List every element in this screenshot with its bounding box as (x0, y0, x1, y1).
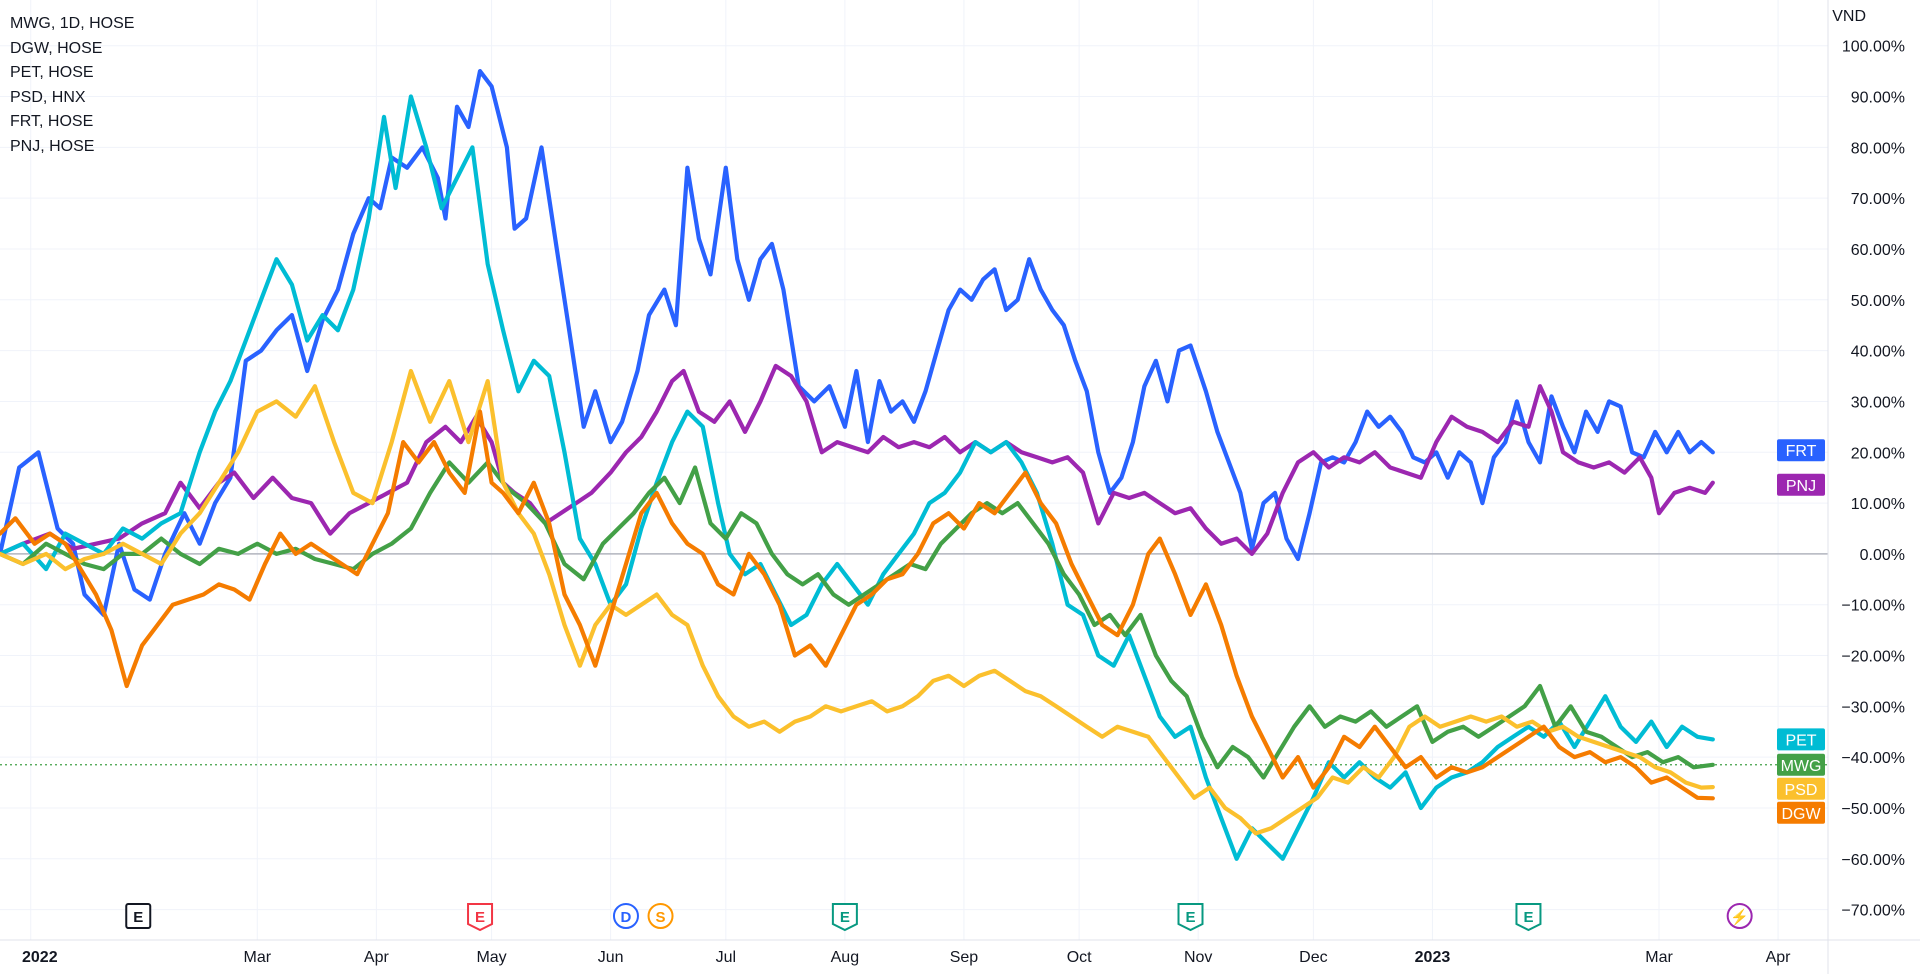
event-marker[interactable]: D (612, 903, 639, 929)
price-label-pnj: PNJ (1777, 473, 1825, 496)
event-marker-shape (647, 903, 674, 929)
event-marker[interactable]: E (467, 903, 494, 932)
series-line-pnj[interactable] (0, 363, 1715, 556)
y-tick-label: 0.00% (1860, 547, 1905, 564)
event-marker-glyph: E (840, 909, 850, 926)
chart-grid (0, 0, 1828, 940)
price-label-frt: FRT (1777, 439, 1825, 462)
event-marker-shape (125, 903, 152, 929)
event-markers[interactable]: E E D S E E E ⚡ (125, 903, 1753, 932)
y-tick-label: 50.00% (1851, 293, 1905, 310)
price-label-bg (1777, 777, 1825, 800)
series-line-psd[interactable] (0, 368, 1715, 836)
y-tick-label: 100.00% (1842, 39, 1905, 56)
y-tick-label: 40.00% (1851, 344, 1905, 361)
series-line-frt[interactable] (0, 69, 1715, 617)
x-tick-label: Nov (1184, 949, 1212, 966)
x-tick-label: Jun (598, 949, 624, 966)
x-tick-label: Mar (1645, 949, 1673, 966)
legend-item-dgw[interactable]: DGW, HOSE (10, 39, 103, 57)
plot-area[interactable] (0, 69, 1715, 861)
price-label-text: PSD (1785, 782, 1818, 799)
event-marker-glyph: E (1523, 909, 1533, 926)
y-tick-label: 60.00% (1851, 242, 1905, 259)
x-tick-label: May (476, 949, 506, 966)
legend-item-pnj[interactable]: PNJ, HOSE (10, 137, 95, 155)
y-tick-label: 20.00% (1851, 445, 1905, 462)
price-label-text: DGW (1781, 806, 1821, 823)
legend-item-psd[interactable]: PSD, HNX (10, 88, 86, 106)
price-label-bg (1777, 473, 1825, 496)
event-marker-glyph: S (656, 909, 666, 926)
event-marker-shape (467, 903, 494, 932)
currency-label: VND (1832, 8, 1866, 25)
y-tick-label: 30.00% (1851, 394, 1905, 411)
price-label-psd: PSD (1777, 777, 1825, 800)
event-marker-shape (831, 903, 858, 932)
price-label-bg (1777, 801, 1825, 824)
y-tick-label: −40.00% (1841, 750, 1905, 767)
price-label-text: PET (1785, 732, 1816, 749)
legend-item-frt[interactable]: FRT, HOSE (10, 113, 94, 130)
price-label-mwg: MWG (1777, 753, 1825, 776)
y-tick-label: 90.00% (1851, 90, 1905, 107)
y-tick-label: 80.00% (1851, 140, 1905, 157)
event-marker[interactable]: E (1515, 903, 1542, 932)
price-label-pet: PET (1777, 728, 1825, 751)
legend-item-pet[interactable]: PET, HOSE (10, 64, 94, 81)
y-tick-label: −10.00% (1841, 598, 1905, 615)
y-tick-label: −20.00% (1841, 649, 1905, 666)
price-label-dgw: DGW (1777, 801, 1825, 824)
series-line-mwg[interactable] (0, 460, 1715, 780)
x-tick-label: Aug (831, 949, 859, 966)
y-tick-label: −70.00% (1841, 903, 1905, 920)
x-tick-label: Apr (1766, 949, 1792, 966)
price-labels: FRT PNJ PET MWG PSD DGW (1777, 439, 1825, 824)
event-marker-glyph: E (1185, 909, 1195, 926)
event-marker-shape (612, 903, 639, 929)
x-tick-label: 2022 (22, 949, 58, 966)
event-marker-glyph: E (475, 909, 485, 926)
price-label-text: MWG (1781, 758, 1822, 775)
price-label-text: PNJ (1786, 478, 1816, 495)
x-axis[interactable]: 2022 Mar Apr May Jun Jul Aug Sep Oct Nov Dec 2023 Ma… (0, 939, 1920, 966)
y-tick-label: −50.00% (1841, 801, 1905, 818)
y-tick-label: 70.00% (1851, 191, 1905, 208)
price-label-text: FRT (1786, 443, 1817, 460)
x-tick-label: Mar (244, 949, 272, 966)
x-tick-label: 2023 (1415, 949, 1451, 966)
x-tick-label: Sep (950, 949, 979, 966)
event-marker-glyph: E (133, 909, 143, 926)
event-marker-shape (1726, 903, 1753, 929)
event-marker-shape (1177, 903, 1204, 932)
event-marker[interactable]: ⚡ (1726, 903, 1753, 929)
y-tick-label: −60.00% (1841, 852, 1905, 869)
event-marker[interactable]: S (647, 903, 674, 929)
series-legend[interactable]: MWG, 1D, HOSE DGW, HOSE PET, HOSE PSD, H… (10, 12, 134, 159)
legend-item-mwg[interactable]: MWG, 1D, HOSE (10, 15, 135, 32)
price-label-bg (1777, 728, 1825, 751)
x-tick-label: Jul (716, 949, 736, 966)
y-tick-label: 10.00% (1851, 496, 1905, 513)
x-tick-label: Oct (1067, 949, 1092, 966)
event-marker-glyph: D (621, 909, 632, 926)
y-axis[interactable]: 100.00% 90.00% 80.00% 70.00% 60.00% 50.00% 40.… (1827, 0, 1905, 974)
price-label-bg (1777, 439, 1825, 462)
event-marker[interactable]: E (1177, 903, 1204, 932)
x-tick-label: Apr (364, 949, 390, 966)
event-marker[interactable]: E (831, 903, 858, 932)
price-label-bg (1777, 753, 1825, 776)
x-tick-label: Dec (1299, 949, 1327, 966)
event-marker-shape (1515, 903, 1542, 932)
y-tick-label: −30.00% (1841, 699, 1905, 716)
event-marker[interactable]: E (125, 903, 152, 929)
series-line-dgw[interactable] (0, 409, 1715, 801)
event-marker-glyph: ⚡ (1730, 908, 1749, 926)
